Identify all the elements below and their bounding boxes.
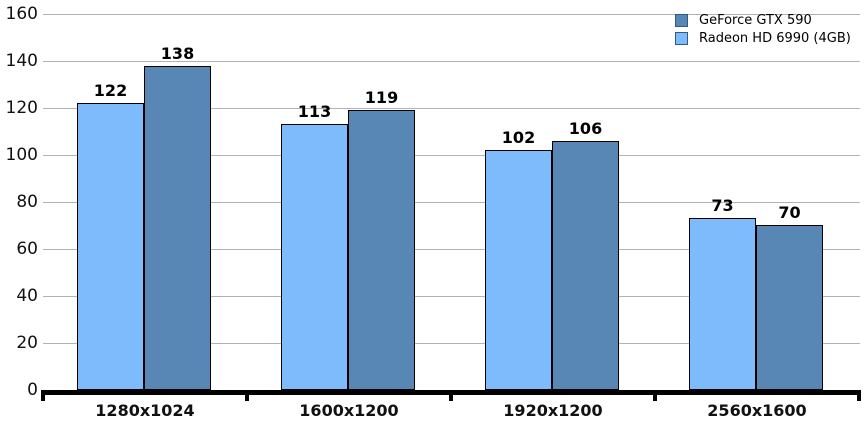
bar-value-label: 73: [711, 196, 734, 215]
y-axis-tick-label: 40: [16, 286, 38, 306]
x-axis-category-label: 1920x1200: [503, 401, 603, 420]
gridline: [43, 14, 860, 15]
legend-label: GeForce GTX 590: [699, 13, 812, 28]
bar-radeon-hd-6990-4gb-: [77, 103, 144, 390]
bar-value-label: 102: [501, 128, 536, 147]
y-axis-tick-label: 140: [5, 51, 38, 71]
bar-geforce-gtx-590: [144, 66, 211, 390]
legend-item: GeForce GTX 590: [675, 12, 851, 29]
x-axis-tick: [41, 390, 45, 401]
bar-radeon-hd-6990-4gb-: [485, 150, 552, 390]
y-axis-tick-label: 120: [5, 98, 38, 118]
x-axis-tick: [245, 390, 249, 401]
gridline: [43, 108, 860, 109]
plot-area: 122 138 113 119 102 106 73 70: [43, 14, 860, 390]
gridline: [43, 202, 860, 203]
bar-radeon-hd-6990-4gb-: [281, 124, 348, 390]
gridline: [43, 343, 860, 344]
gridline: [43, 155, 860, 156]
legend: GeForce GTX 590 Radeon HD 6990 (4GB): [675, 12, 851, 48]
bar-value-label: 122: [93, 81, 128, 100]
bar-geforce-gtx-590: [756, 225, 823, 390]
legend-item: Radeon HD 6990 (4GB): [675, 30, 851, 47]
y-axis-tick-label: 100: [5, 145, 38, 165]
x-axis-category-label: 1280x1024: [95, 401, 195, 420]
bar-value-label: 138: [160, 44, 195, 63]
x-axis-category-label: 2560x1600: [707, 401, 807, 420]
gridline: [43, 249, 860, 250]
x-axis-category-label: 1600x1200: [299, 401, 399, 420]
x-axis-tick: [653, 390, 657, 401]
bar-value-label: 119: [364, 88, 399, 107]
gridline: [43, 61, 860, 62]
legend-swatch: [675, 32, 688, 45]
y-axis-tick-label: 60: [16, 239, 38, 259]
bar-value-label: 106: [568, 119, 603, 138]
y-axis-tick-label: 160: [5, 4, 38, 24]
y-axis-tick-label: 0: [27, 380, 38, 400]
legend-label: Radeon HD 6990 (4GB): [699, 31, 851, 46]
bar-value-label: 70: [778, 203, 801, 222]
bar-geforce-gtx-590: [552, 141, 619, 390]
x-axis-tick: [449, 390, 453, 401]
y-axis-tick-label: 80: [16, 192, 38, 212]
y-axis-tick-label: 20: [16, 333, 38, 353]
bar-radeon-hd-6990-4gb-: [689, 218, 756, 390]
x-axis-tick: [857, 390, 861, 401]
bar-value-label: 113: [297, 102, 332, 121]
bar-geforce-gtx-590: [348, 110, 415, 390]
gridline: [43, 296, 860, 297]
legend-swatch: [675, 14, 688, 27]
